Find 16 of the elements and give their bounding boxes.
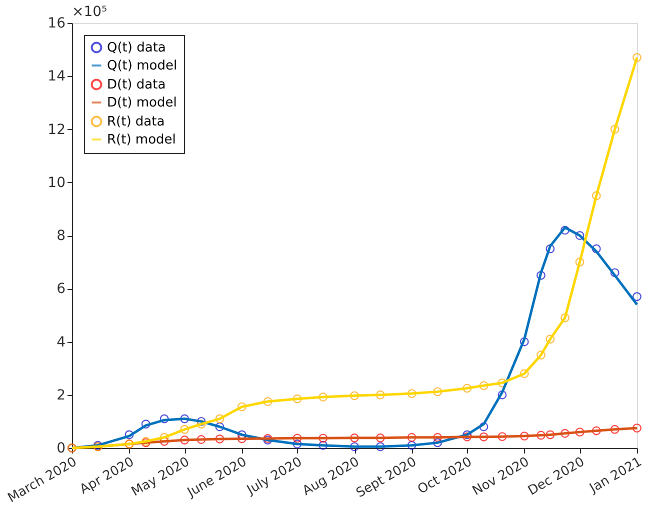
text: ×10⁵ [72, 4, 108, 20]
legend-label: R(t) data [107, 114, 165, 130]
y-tick-label: 2 [56, 387, 66, 404]
y-tick-label: 6 [56, 281, 66, 298]
y-tick-label: 14 [48, 68, 66, 85]
y-tick-label: 16 [48, 16, 66, 32]
legend-label: D(t) data [107, 78, 166, 92]
y-tick-label: 8 [56, 228, 66, 244]
y-tick-label: 4 [56, 334, 66, 350]
legend-label: Q(t) model [107, 58, 178, 74]
legend-label: Q(t) data [107, 40, 166, 56]
y-tick-label: 12 [48, 122, 66, 138]
legend-label: R(t) model [107, 132, 176, 148]
legend-label: D(t) model [107, 96, 177, 110]
y-tick-label: 10 [48, 174, 66, 191]
y-tick-label: 0 [56, 440, 66, 456]
